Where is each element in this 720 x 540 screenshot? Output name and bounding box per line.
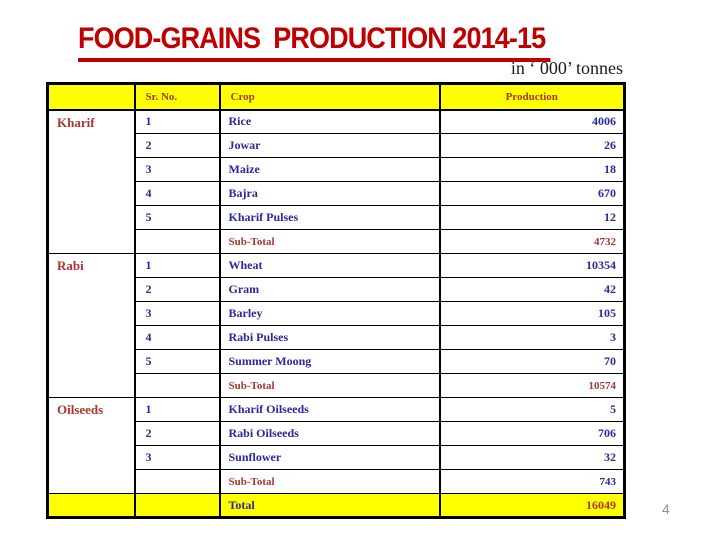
production-cell: 3 [438, 325, 626, 350]
crop-cell: Summer Moong [218, 349, 441, 374]
sr-no-cell: 2 [133, 133, 221, 158]
crop-cell: Wheat [218, 253, 441, 278]
sr-no-cell: 3 [133, 445, 221, 470]
crop-cell: Bajra [218, 181, 441, 206]
production-cell: 70 [438, 349, 626, 374]
subtotal-label: Sub-Total [218, 229, 441, 254]
sr-no-cell: 2 [133, 421, 221, 446]
page-title: FOOD-GRAINS PRODUCTION 2014-15 [78, 22, 551, 62]
crop-cell: Maize [218, 157, 441, 182]
sr-no-cell: 5 [133, 205, 221, 230]
sr-no-cell: 1 [133, 109, 221, 134]
crop-cell: Kharif Pulses [218, 205, 441, 230]
production-cell: 5 [438, 397, 626, 422]
category-label-kharif: Kharif [46, 109, 136, 254]
sr-no-cell: 3 [133, 157, 221, 182]
table-row: 5 Kharif Pulses 12 [48, 205, 626, 230]
table-row: 2 Rabi Oilseeds 706 [48, 421, 626, 446]
category-label-rabi: Rabi [46, 253, 136, 398]
total-row: Total 16049 [46, 493, 626, 518]
header-production: Production [438, 83, 626, 111]
production-cell: 26 [438, 133, 626, 158]
sr-no-cell: 4 [133, 325, 221, 350]
subtotal-label: Sub-Total [218, 373, 441, 398]
crop-cell: Rabi Pulses [218, 325, 441, 350]
subtotal-value: 10574 [438, 373, 626, 398]
subtotal-label: Sub-Total [218, 469, 441, 494]
sr-no-cell: 4 [133, 181, 221, 206]
table-row: 5 Summer Moong 70 [48, 349, 626, 374]
crop-cell: Kharif Oilseeds [218, 397, 441, 422]
table-row: 4 Bajra 670 [48, 181, 626, 206]
production-cell: 706 [438, 421, 626, 446]
production-cell: 42 [438, 277, 626, 302]
table-row: 3 Sunflower 32 [48, 445, 626, 470]
sr-no-cell [133, 493, 221, 518]
header-sr-no: Sr. No. [133, 83, 221, 111]
subtotal-row: Sub-Total 4732 [48, 229, 626, 254]
table-row: 2 Jowar 26 [48, 133, 626, 158]
crop-cell: Rice [218, 109, 441, 134]
production-cell: 12 [438, 205, 626, 230]
header-crop: Crop [218, 83, 441, 111]
subtotal-value: 4732 [438, 229, 626, 254]
table-row: Rabi 1 Wheat 10354 [46, 253, 626, 398]
page-number: 4 [662, 501, 670, 517]
table-row: 3 Barley 105 [48, 301, 626, 326]
category-label-oilseeds: Oilseeds [46, 397, 136, 494]
crop-cell: Jowar [218, 133, 441, 158]
production-cell: 670 [438, 181, 626, 206]
table-row: Oilseeds 1 Kharif Oilseeds 5 [46, 397, 626, 494]
sr-no-cell [133, 373, 221, 398]
sr-no-cell [133, 229, 221, 254]
sr-no-cell: 1 [133, 253, 221, 278]
crop-cell: Barley [218, 301, 441, 326]
sr-no-cell: 2 [133, 277, 221, 302]
units-subtitle: in ‘ 000’ tonnes [510, 58, 623, 78]
sr-no-cell: 3 [133, 301, 221, 326]
table-row: 4 Rabi Pulses 3 [48, 325, 626, 350]
crop-cell: Sunflower [218, 445, 441, 470]
production-cell: 10354 [438, 253, 626, 278]
table-row: Kharif 1 Rice 4006 [46, 109, 626, 254]
production-cell: 32 [438, 445, 626, 470]
total-label: Total [218, 493, 441, 518]
crop-cell: Rabi Oilseeds [218, 421, 441, 446]
table-header-row: Sr. No. Crop Production [46, 83, 626, 111]
production-cell: 18 [438, 157, 626, 182]
production-table: Sr. No. Crop Production Kharif 1 Rice 40… [46, 82, 626, 519]
category-cell-empty [46, 493, 136, 518]
production-cell: 105 [438, 301, 626, 326]
sr-no-cell [133, 469, 221, 494]
sr-no-cell: 5 [133, 349, 221, 374]
table-row: 2 Gram 42 [48, 277, 626, 302]
crop-cell: Gram [218, 277, 441, 302]
subtotal-value: 743 [438, 469, 626, 494]
table-row: 3 Maize 18 [48, 157, 626, 182]
header-category-cell [46, 83, 136, 111]
production-cell: 4006 [438, 109, 626, 134]
total-value: 16049 [438, 493, 626, 518]
sr-no-cell: 1 [133, 397, 221, 422]
subtotal-row: Sub-Total 10574 [48, 373, 626, 398]
subtotal-row: Sub-Total 743 [48, 469, 626, 494]
